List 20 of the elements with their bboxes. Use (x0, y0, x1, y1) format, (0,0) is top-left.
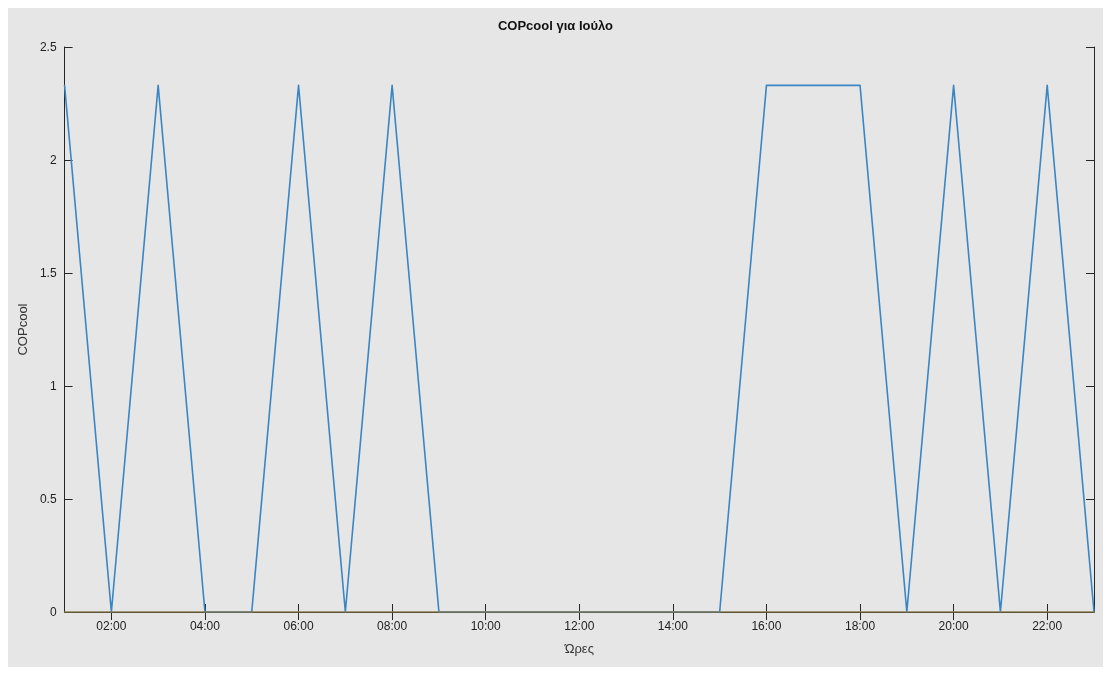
x-tick-label: 18:00 (845, 619, 876, 633)
y-tick-label: 1.5 (39, 266, 57, 280)
x-tick-label: 14:00 (657, 619, 689, 633)
x-tick-label: 08:00 (377, 619, 408, 633)
x-tick-label: 16:00 (751, 619, 782, 633)
y-tick-label: 1 (49, 379, 57, 393)
y-axis-title: COPcool (15, 303, 30, 356)
x-tick-label: 12:00 (564, 619, 595, 633)
x-axis-title: Ώρες (563, 641, 594, 656)
x-tick-label: 22:00 (1032, 619, 1063, 633)
chart-title: COPcool για Ιούλο (497, 18, 614, 33)
y-tick-label: 2.5 (39, 40, 57, 54)
x-tick-label: 10:00 (470, 619, 502, 633)
x-tick-label: 20:00 (938, 619, 969, 633)
y-tick-label: 0.5 (39, 492, 57, 506)
x-tick-label: 06:00 (283, 619, 314, 633)
y-tick-label: 0 (49, 605, 57, 619)
x-tick-label: 04:00 (189, 619, 221, 633)
x-tick-label: 02:00 (96, 619, 127, 633)
y-tick-label: 2 (49, 153, 57, 167)
